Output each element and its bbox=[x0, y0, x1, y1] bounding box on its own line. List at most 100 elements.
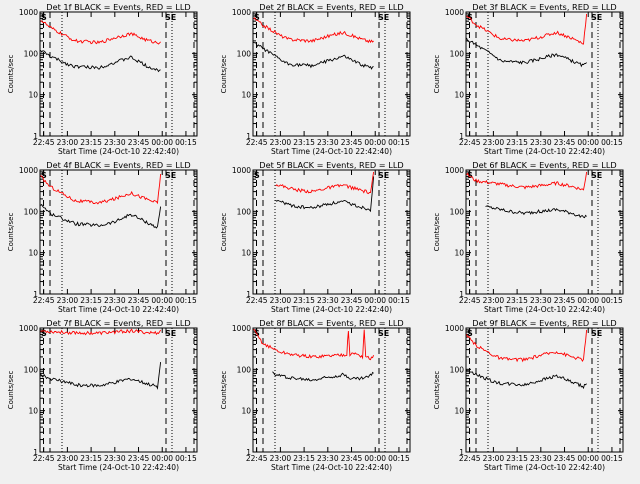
y-tick-label: 1000 bbox=[445, 8, 464, 17]
plot-frame bbox=[39, 11, 198, 137]
y-tick-label: 10 bbox=[28, 91, 38, 100]
annotation-end: SE bbox=[378, 329, 389, 338]
y-axis-label: Counts/sec bbox=[7, 371, 15, 410]
series-line-events bbox=[275, 176, 375, 213]
x-tick-label: 00:00 bbox=[577, 296, 599, 305]
x-axis-label: Start Time (24-Oct-10 22:42:40) bbox=[271, 305, 392, 314]
y-axis-label: Counts/sec bbox=[220, 213, 228, 252]
x-tick-label: 23:45 bbox=[554, 296, 576, 305]
x-tick-label: 22:45 bbox=[459, 296, 481, 305]
x-tick-label: 00:00 bbox=[151, 454, 173, 463]
x-tick-label: 00:15 bbox=[175, 138, 197, 147]
x-tick-label: 22:45 bbox=[33, 454, 55, 463]
y-tick-label: 1 bbox=[33, 290, 38, 299]
y-axis-label: Counts/sec bbox=[220, 371, 228, 410]
x-tick-label: 00:00 bbox=[364, 296, 386, 305]
x-tick-label: 22:45 bbox=[246, 454, 268, 463]
annotation-end: SE bbox=[165, 171, 176, 180]
y-tick-label: 1000 bbox=[19, 8, 38, 17]
x-tick-label: 00:00 bbox=[364, 138, 386, 147]
y-tick-label: 1000 bbox=[445, 166, 464, 175]
x-tick-label: 22:45 bbox=[33, 138, 55, 147]
x-tick-label: 00:15 bbox=[601, 138, 623, 147]
x-tick-label: 00:00 bbox=[151, 296, 173, 305]
plot-frame bbox=[465, 11, 624, 137]
x-tick-label: 00:15 bbox=[601, 454, 623, 463]
x-tick-label: 23:15 bbox=[506, 454, 528, 463]
annotation-end: SE bbox=[165, 13, 176, 22]
x-tick-label: 00:15 bbox=[388, 138, 410, 147]
x-axis-label: Start Time (24-Oct-10 22:42:40) bbox=[58, 147, 179, 156]
x-tick-label: 23:30 bbox=[530, 454, 552, 463]
y-axis-label: Counts/sec bbox=[7, 213, 15, 252]
x-axis-label: Start Time (24-Oct-10 22:42:40) bbox=[271, 463, 392, 472]
y-tick-label: 10 bbox=[28, 407, 38, 416]
x-axis-label: Start Time (24-Oct-10 22:42:40) bbox=[271, 147, 392, 156]
x-tick-label: 23:30 bbox=[530, 138, 552, 147]
x-tick-label: 23:15 bbox=[293, 138, 315, 147]
chart-title: Det 5f BLACK = Events, RED = LLD bbox=[259, 160, 403, 170]
x-tick-label: 23:00 bbox=[57, 138, 79, 147]
chart-panel-8: Det 8f BLACK = Events, RED = LLD 1 10 100 10… bbox=[220, 318, 411, 472]
chart-panel-5: Det 5f BLACK = Events, RED = LLD 1 10 100 10… bbox=[220, 160, 411, 314]
y-tick-label: 1 bbox=[246, 290, 251, 299]
y-tick-label: 100 bbox=[237, 207, 252, 216]
annotation-end: SE bbox=[591, 171, 602, 180]
annotation-end: SE bbox=[378, 13, 389, 22]
chart-title: Det 4f BLACK = Events, RED = LLD bbox=[46, 160, 190, 170]
x-tick-label: 23:30 bbox=[317, 454, 339, 463]
y-tick-label: 10 bbox=[241, 249, 251, 258]
series-line-lld bbox=[466, 171, 588, 191]
annotation-start: S bbox=[467, 171, 473, 180]
x-tick-label: 23:00 bbox=[270, 454, 292, 463]
x-tick-label: 22:45 bbox=[246, 138, 268, 147]
plot-frame bbox=[465, 327, 624, 453]
annotation-end: SE bbox=[591, 13, 602, 22]
y-axis-label: Counts/sec bbox=[7, 55, 15, 94]
y-tick-label: 1 bbox=[33, 132, 38, 141]
chart-panel-3: Det 3f BLACK = Events, RED = LLD 1 10 100 10… bbox=[433, 2, 624, 156]
x-tick-label: 23:45 bbox=[554, 454, 576, 463]
y-axis-label: Counts/sec bbox=[433, 371, 441, 410]
x-tick-label: 22:45 bbox=[459, 138, 481, 147]
x-axis-label: Start Time (24-Oct-10 22:42:40) bbox=[484, 305, 605, 314]
annotation-end: SE bbox=[591, 329, 602, 338]
y-axis-label: Counts/sec bbox=[433, 55, 441, 94]
x-tick-label: 22:45 bbox=[246, 296, 268, 305]
x-tick-label: 00:00 bbox=[577, 138, 599, 147]
y-tick-label: 1000 bbox=[232, 324, 251, 333]
x-tick-label: 23:00 bbox=[483, 454, 505, 463]
y-tick-label: 1000 bbox=[232, 8, 251, 17]
x-tick-label: 23:15 bbox=[506, 138, 528, 147]
annotation-start: S bbox=[41, 171, 47, 180]
x-tick-label: 23:45 bbox=[554, 138, 576, 147]
series-line-lld bbox=[253, 328, 375, 361]
x-tick-label: 23:30 bbox=[104, 296, 126, 305]
x-tick-label: 23:00 bbox=[483, 296, 505, 305]
chart-title: Det 2f BLACK = Events, RED = LLD bbox=[259, 2, 403, 12]
x-tick-label: 23:30 bbox=[104, 138, 126, 147]
series-line-lld bbox=[466, 13, 588, 45]
annotation-end: SE bbox=[165, 329, 176, 338]
y-tick-label: 100 bbox=[24, 365, 39, 374]
plot-frame bbox=[39, 169, 198, 295]
series-line-events bbox=[272, 371, 374, 382]
y-axis-label: Counts/sec bbox=[220, 55, 228, 94]
x-tick-label: 23:30 bbox=[530, 296, 552, 305]
y-tick-label: 10 bbox=[28, 249, 38, 258]
y-tick-label: 1000 bbox=[19, 166, 38, 175]
x-tick-label: 23:45 bbox=[341, 296, 363, 305]
y-tick-label: 100 bbox=[450, 365, 465, 374]
chart-title: Det 3f BLACK = Events, RED = LLD bbox=[472, 2, 616, 12]
y-tick-label: 10 bbox=[454, 91, 464, 100]
plot-frame bbox=[252, 169, 411, 295]
series-line-events bbox=[40, 50, 161, 73]
x-tick-label: 23:45 bbox=[128, 138, 150, 147]
y-tick-label: 100 bbox=[450, 207, 465, 216]
plot-frame bbox=[252, 11, 411, 137]
annotation-end: SE bbox=[378, 171, 389, 180]
y-tick-label: 10 bbox=[454, 407, 464, 416]
chart-panel-2: Det 2f BLACK = Events, RED = LLD 1 10 100 10… bbox=[220, 2, 411, 156]
series-line-events bbox=[466, 37, 587, 68]
